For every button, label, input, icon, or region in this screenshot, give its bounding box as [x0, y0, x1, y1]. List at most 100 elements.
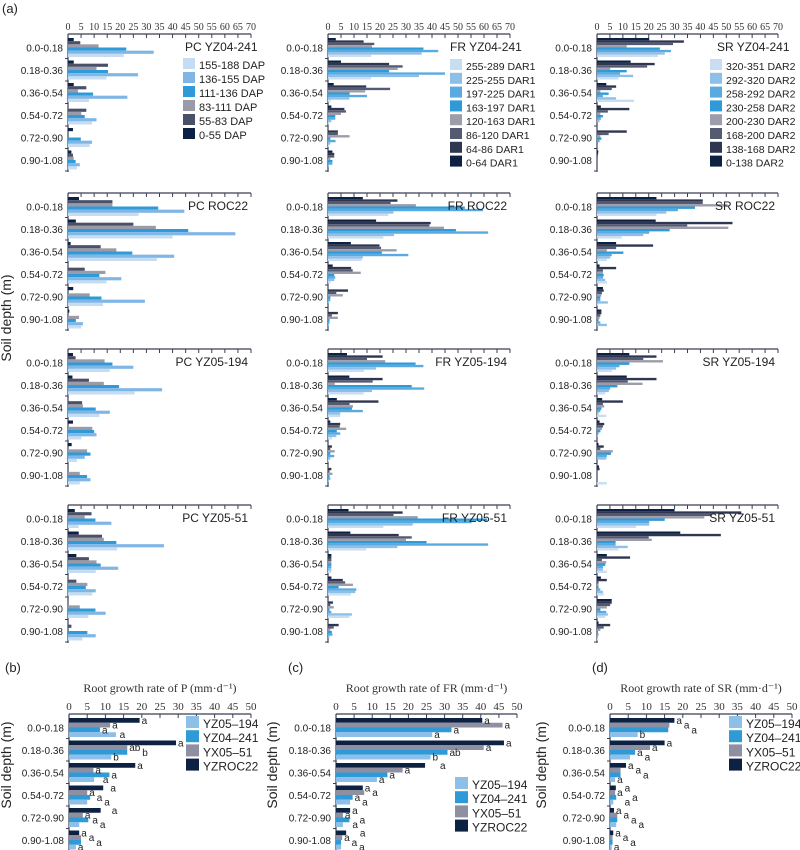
bar	[328, 610, 332, 614]
bar	[328, 74, 419, 78]
depth-label: 0.72-0.90	[550, 605, 593, 616]
bar	[597, 67, 611, 70]
bar	[328, 45, 372, 48]
legend-item: YX05–51	[729, 744, 796, 759]
bar	[597, 90, 601, 93]
legend-item: 197-225 DAR1	[450, 86, 536, 101]
x-tick-label: 50	[453, 22, 463, 33]
bar	[68, 586, 86, 590]
bar	[328, 357, 367, 361]
bar	[328, 516, 418, 519]
legend-item: 138-168 DAR2	[710, 141, 796, 156]
significance-letter: a	[616, 806, 622, 817]
bar	[68, 73, 139, 77]
bar	[597, 375, 627, 378]
panel-label: (d)	[592, 660, 608, 675]
bar	[597, 398, 603, 401]
x-tick-label: 55	[207, 22, 217, 33]
bar	[597, 402, 603, 406]
depth-label: 0.54-0.72	[563, 791, 606, 802]
significance-letter: a	[434, 730, 440, 741]
bar	[328, 54, 372, 57]
significance-letter: a	[389, 770, 395, 781]
bar	[68, 443, 72, 447]
bar	[328, 601, 333, 604]
bar	[328, 311, 338, 315]
significance-letter: a	[352, 838, 358, 849]
bar	[328, 162, 333, 165]
bar	[69, 745, 128, 750]
bar	[328, 432, 341, 435]
bar	[597, 613, 608, 616]
bar	[68, 206, 159, 210]
bar	[597, 513, 712, 517]
bar	[610, 844, 612, 850]
depth-label: 0.90-1.08	[289, 836, 332, 847]
bar	[68, 458, 77, 462]
bar	[68, 388, 163, 392]
legend-label: 230-258 DAR2	[726, 102, 796, 114]
chart-panel: 0 5 10 15 20 25 30 35 40 45 50 55 60 65 70 0.0-0.18 0.18…	[281, 22, 536, 172]
bar	[597, 139, 600, 143]
bar	[68, 209, 185, 213]
bar	[597, 357, 644, 361]
x-tick-label: 0	[607, 701, 613, 713]
bar	[597, 578, 607, 582]
x-tick-label: 45	[708, 22, 718, 33]
x-tick-label: 40	[427, 22, 437, 33]
significance-letter: a	[365, 783, 371, 794]
bar	[328, 197, 363, 200]
bar	[336, 830, 347, 836]
bar	[68, 83, 74, 87]
bar	[68, 391, 135, 395]
bar	[597, 516, 705, 519]
legend-item: 163-197 DAR1	[450, 100, 536, 114]
bar	[597, 638, 598, 641]
x-tick-label: 40	[695, 22, 705, 33]
bar	[597, 467, 600, 471]
bar	[328, 249, 397, 252]
bar	[68, 235, 173, 239]
depth-label: 0.72-0.90	[21, 605, 64, 616]
bar	[68, 614, 89, 618]
bar	[68, 44, 99, 48]
x-tick-label: 0	[66, 701, 72, 713]
bar	[610, 822, 617, 827]
bar	[68, 359, 105, 363]
depth-label: 0.0-0.18	[555, 359, 592, 370]
legend-swatch	[455, 791, 468, 804]
depth-label: 0.54-0.72	[550, 582, 593, 593]
significance-letter: a	[78, 843, 84, 850]
bar	[328, 99, 331, 102]
depth-label: 0.72-0.90	[563, 814, 606, 825]
bar	[328, 412, 341, 415]
x-tick-label: 10	[89, 22, 99, 33]
bar	[69, 799, 88, 805]
bar	[597, 119, 600, 123]
x-tick-label: 65	[760, 22, 770, 33]
bar	[68, 153, 73, 157]
bar	[597, 621, 599, 624]
bar	[68, 430, 95, 434]
bar	[597, 54, 659, 57]
x-tick-label: 10	[349, 22, 359, 33]
y-axis-label: Soil depth (m)	[0, 721, 14, 808]
bar	[68, 531, 79, 535]
significance-letter: a	[111, 770, 117, 781]
bar	[68, 569, 96, 573]
bar	[597, 249, 607, 252]
bar	[597, 563, 606, 566]
bar	[69, 840, 82, 845]
bar	[597, 608, 601, 611]
bar	[68, 277, 122, 281]
bar	[69, 727, 100, 733]
bar	[69, 812, 83, 818]
bar	[597, 316, 600, 319]
bar	[328, 603, 331, 607]
bar	[336, 777, 377, 782]
bar	[68, 143, 90, 147]
bar	[610, 767, 621, 773]
bar	[328, 321, 330, 324]
significance-letter: a	[691, 725, 697, 736]
